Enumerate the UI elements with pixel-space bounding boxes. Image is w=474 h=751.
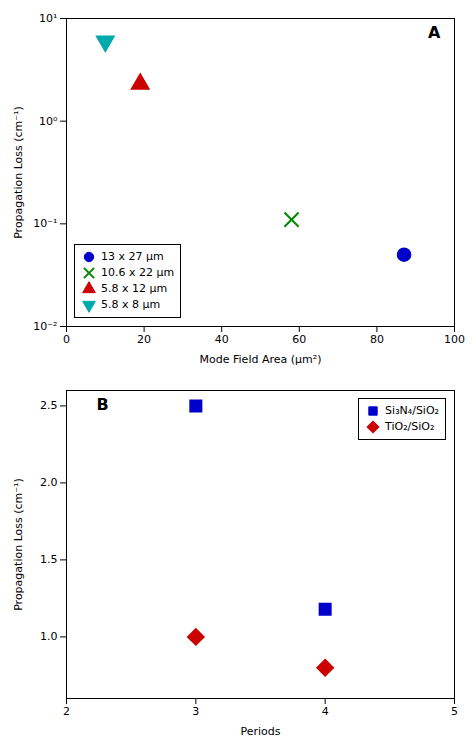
svg-text:2: 2 [63, 705, 70, 718]
svg-text:1.0: 1.0 [40, 630, 58, 643]
svg-text:40: 40 [215, 333, 229, 346]
svg-text:80: 80 [370, 333, 384, 346]
svg-text:Propagation Loss (cm⁻¹): Propagation Loss (cm⁻¹) [12, 478, 25, 611]
svg-text:5: 5 [451, 705, 458, 718]
html-text:TiO₂/SiO₂: TiO₂/SiO₂ [385, 420, 435, 433]
svg-text:Periods: Periods [240, 725, 280, 738]
svg-text:10¹: 10¹ [39, 12, 57, 25]
html-text:5.8 x 12 μm: 5.8 x 12 μm [101, 282, 168, 295]
svg-text:10⁻¹: 10⁻¹ [33, 217, 57, 230]
svg-text:Mode Field Area (μm²): Mode Field Area (μm²) [200, 353, 322, 366]
svg-text:2.5: 2.5 [40, 399, 58, 412]
svg-text:20: 20 [137, 333, 151, 346]
svg-text:0: 0 [63, 333, 70, 346]
html-text:10.6 x 22 μm: 10.6 x 22 μm [101, 266, 175, 279]
svg-text:2.0: 2.0 [40, 476, 58, 489]
svg-text:A: A [428, 23, 441, 42]
svg-text:B: B [97, 395, 109, 414]
html-text:5.8 x 8 μm: 5.8 x 8 μm [101, 298, 161, 311]
svg-text:10⁰: 10⁰ [39, 115, 58, 128]
svg-text:10⁻²: 10⁻² [33, 320, 57, 333]
svg-text:1.5: 1.5 [40, 553, 58, 566]
svg-text:100: 100 [444, 333, 465, 346]
html-text:Si₃N₄/SiO₂: Si₃N₄/SiO₂ [385, 404, 439, 417]
svg-text:3: 3 [192, 705, 199, 718]
svg-text:4: 4 [322, 705, 329, 718]
svg-text:Propagation Loss (cm⁻¹): Propagation Loss (cm⁻¹) [12, 106, 25, 239]
html-text:13 x 27 μm: 13 x 27 μm [101, 250, 164, 263]
svg-text:60: 60 [292, 333, 306, 346]
